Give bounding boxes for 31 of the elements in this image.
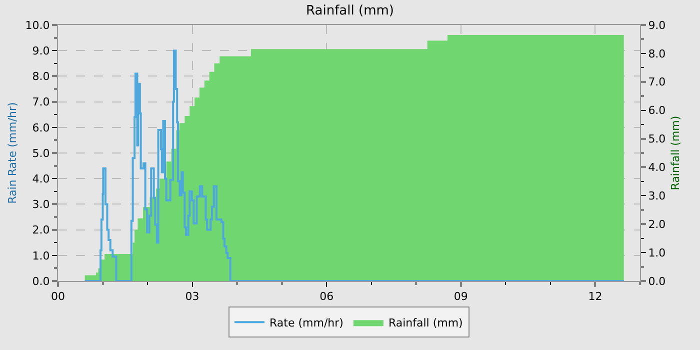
y2-tick-label: 3.0	[648, 190, 666, 203]
y2-tick-label: 8.0	[648, 47, 666, 60]
x-tick-label: 00	[51, 290, 65, 304]
x-tick-label: 06	[320, 290, 334, 304]
chart-title: Rainfall (mm)	[306, 3, 394, 18]
y2-tick-label: 7.0	[648, 76, 666, 89]
y-tick-label: 1.0	[32, 249, 50, 262]
y-tick-label: 0.0	[32, 274, 50, 288]
y2-tick-label: 2.0	[648, 218, 666, 231]
y-axis-title: Rain Rate (mm/hr)	[6, 102, 19, 204]
y-tick-label: 7.0	[32, 96, 50, 109]
legend-label: Rainfall (mm)	[388, 316, 463, 330]
y2-tick-label: 9.0	[648, 18, 666, 32]
y-tick-label: 10.0	[25, 18, 50, 32]
y2-tick-label: 1.0	[648, 246, 666, 260]
y-tick-label: 6.0	[32, 121, 50, 134]
y2-axis-title: Rainfall (mm)	[668, 116, 682, 190]
y-tick-label: 9.0	[32, 44, 50, 58]
y-tick-label: 5.0	[32, 146, 50, 160]
x-tick-label: 09	[454, 290, 468, 304]
y-tick-label: 4.0	[32, 172, 50, 186]
y2-tick-label: 0.0	[648, 274, 666, 288]
y2-tick-label: 5.0	[648, 132, 666, 146]
y2-tick-label: 4.0	[648, 161, 666, 174]
x-tick-label: 12	[588, 290, 602, 304]
y-tick-label: 8.0	[32, 70, 50, 84]
y-tick-label: 2.0	[32, 224, 50, 237]
y2-tick-label: 6.0	[648, 104, 666, 118]
x-tick-label: 03	[185, 290, 200, 304]
y-tick-label: 3.0	[32, 198, 50, 212]
legend-label: Rate (mm/hr)	[270, 316, 344, 330]
